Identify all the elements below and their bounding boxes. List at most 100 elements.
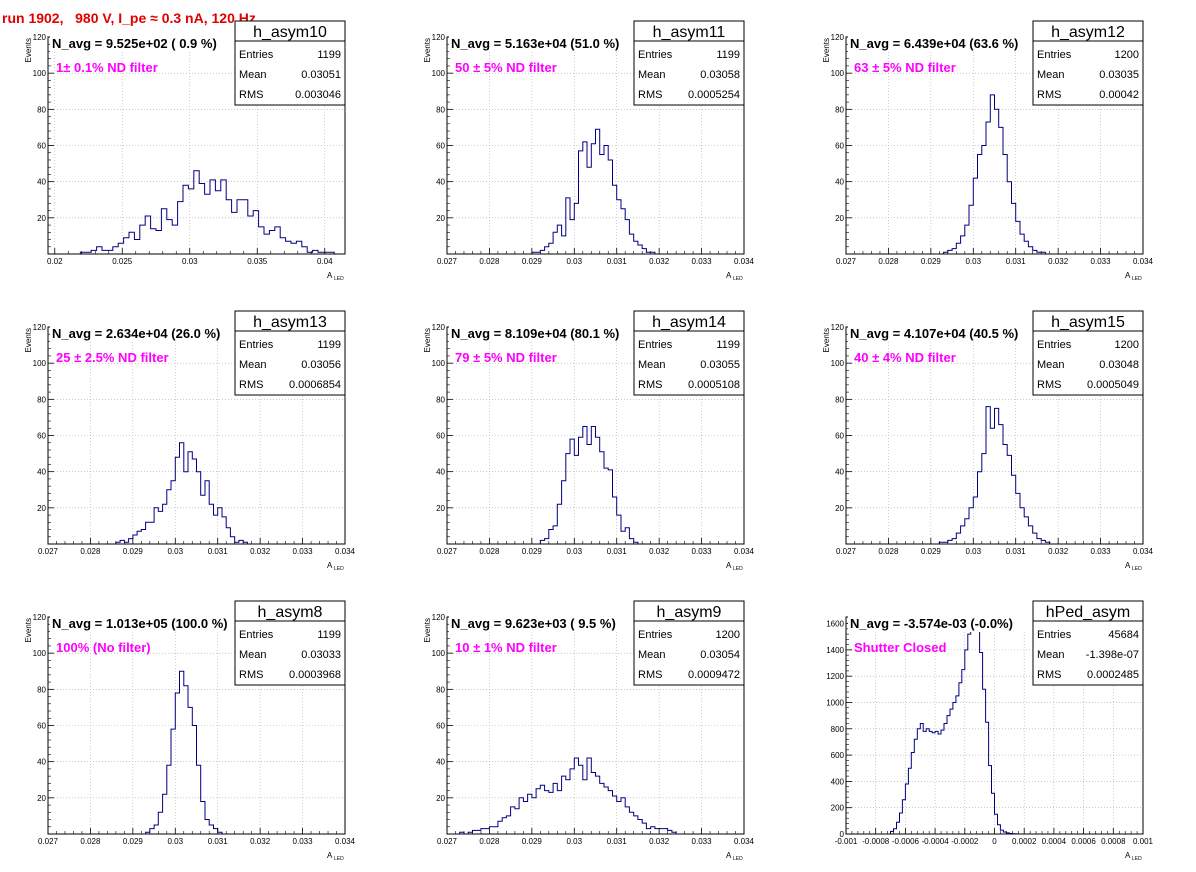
histogram-name: h_asym11 — [653, 24, 726, 41]
y-tick-label: 60 — [37, 432, 46, 441]
y-tick-label: 80 — [436, 685, 445, 694]
x-tick-label: 0.04 — [317, 257, 333, 266]
chart-h_asym15: 0.027 0.028 0.029 0.03 0.031 0.032 0.033 0.034 2… — [822, 310, 1154, 572]
histogram-name: h_asym9 — [657, 604, 722, 621]
y-tick-label: 60 — [436, 142, 445, 151]
y-tick-label: 120 — [33, 323, 47, 332]
stats-key: Entries — [239, 629, 274, 641]
x-tick-label: 0.029 — [522, 257, 543, 266]
x-tick-label: 0.028 — [479, 257, 500, 266]
x-tick-label: 0.034 — [335, 837, 356, 846]
stats-value: 1200 — [716, 629, 740, 641]
stats-key: Entries — [239, 49, 274, 61]
histogram-line — [145, 670, 227, 835]
stats-box — [633, 20, 745, 106]
x-tick-label: 0.033 — [692, 837, 713, 846]
x-tick-label: 0.031 — [607, 547, 628, 556]
y-tick-label: 100 — [33, 69, 47, 78]
x-tick-label: -0.0008 — [862, 837, 890, 846]
stats-value: 0.03051 — [301, 69, 341, 81]
navg-label: N_avg = 2.634e+04 (26.0 %) — [52, 326, 220, 341]
filter-annotation: Shutter Closed — [854, 640, 947, 655]
chart-h_asym8: 0.027 0.028 0.029 0.03 0.031 0.032 0.033 0.034 2… — [24, 600, 356, 862]
x-tick-label: 0.034 — [335, 547, 356, 556]
y-tick-label: 60 — [835, 142, 844, 151]
y-tick-label: 40 — [436, 468, 445, 477]
x-tick-label: -0.0004 — [922, 837, 950, 846]
chart-h_asym11: 0.027 0.028 0.029 0.03 0.031 0.032 0.033 0.034 2… — [423, 20, 755, 282]
navg-background — [449, 325, 667, 342]
stats-key: RMS — [638, 669, 662, 681]
x-tick-label: 0.03 — [566, 547, 582, 556]
filter-annotation: 10 ± 1% ND filter — [455, 640, 557, 655]
histogram-name: h_asym10 — [253, 24, 327, 41]
x-axis-label: A — [1125, 271, 1131, 280]
navg-background — [848, 615, 1066, 632]
x-axis-label: A — [726, 271, 732, 280]
histogram-line — [539, 426, 643, 545]
chart-hPed_asym: -0.001 -0.0008 -0.0006 -0.0004 -0.0002 0 0.000… — [826, 600, 1154, 862]
x-tick-label: 0.034 — [734, 257, 755, 266]
navg-background — [449, 35, 667, 52]
x-tick-label: 0.027 — [836, 547, 857, 556]
x-tick-label: 0.02 — [47, 257, 63, 266]
stats-key: RMS — [638, 89, 662, 101]
stats-value: 1199 — [716, 49, 740, 61]
x-tick-label: 0.03 — [167, 547, 183, 556]
navg-label: N_avg = 9.525e+02 ( 0.9 %) — [52, 36, 217, 51]
y-tick-label: 40 — [37, 178, 46, 187]
stats-key: RMS — [1037, 379, 1061, 391]
x-tick-label: -0.0006 — [892, 837, 920, 846]
x-tick-label: 0.0008 — [1101, 837, 1126, 846]
y-axis-label: Events — [24, 328, 33, 352]
navg-label: N_avg = 9.623e+03 ( 9.5 %) — [451, 616, 616, 631]
x-tick-label: 0.03 — [167, 837, 183, 846]
navg-label: N_avg = 1.013e+05 (100.0 %) — [52, 616, 228, 631]
x-tick-label: 0.03 — [182, 257, 198, 266]
stats-value: 0.0005049 — [1087, 379, 1139, 391]
x-tick-label: 0.001 — [1133, 837, 1154, 846]
y-axis-label: Events — [423, 38, 432, 62]
navg-label: N_avg = 4.107e+04 (40.5 %) — [850, 326, 1018, 341]
x-tick-label: 0.032 — [649, 837, 670, 846]
stats-value: 0.03055 — [700, 359, 740, 371]
histogram-name: h_asym13 — [253, 314, 327, 331]
filter-annotation: 79 ± 5% ND filter — [455, 350, 557, 365]
histogram-name: hPed_asym — [1046, 604, 1131, 621]
stats-value: 0.003046 — [295, 89, 341, 101]
x-axis-label: A — [327, 561, 333, 570]
x-tick-label: 0.028 — [80, 547, 101, 556]
stats-value: 0.03058 — [700, 69, 740, 81]
histogram-line — [531, 128, 660, 255]
y-tick-label: 800 — [831, 725, 845, 734]
x-axis-label: A — [327, 851, 333, 860]
y-tick-label: 20 — [835, 504, 844, 513]
stats-value: 0.0003968 — [289, 669, 341, 681]
y-tick-label: 20 — [436, 214, 445, 223]
y-tick-label: 120 — [432, 33, 446, 42]
chart-h_asym12: 0.027 0.028 0.029 0.03 0.031 0.032 0.033 0.034 2… — [822, 20, 1154, 282]
x-tick-label: 0 — [992, 837, 997, 846]
stats-value: 0.0005254 — [688, 89, 740, 101]
stats-key: Mean — [638, 69, 666, 81]
y-tick-label: 100 — [831, 69, 845, 78]
navg-background — [50, 325, 268, 342]
x-tick-label: 0.025 — [112, 257, 133, 266]
chart-h_asym9: 0.027 0.028 0.029 0.03 0.031 0.032 0.033 0.034 2… — [423, 600, 755, 862]
x-axis-label: A — [327, 271, 333, 280]
y-tick-label: 80 — [835, 105, 844, 114]
y-tick-label: 120 — [33, 33, 47, 42]
stats-value: -1.398e-07 — [1086, 649, 1139, 661]
x-tick-label: 0.033 — [692, 257, 713, 266]
y-tick-label: 20 — [37, 214, 46, 223]
x-tick-label: 0.029 — [123, 837, 144, 846]
histogram-name: h_asym15 — [1051, 314, 1125, 331]
histogram-name: h_asym8 — [258, 604, 323, 621]
stats-value: 0.03054 — [700, 649, 740, 661]
navg-label: N_avg = 8.109e+04 (80.1 %) — [451, 326, 619, 341]
stats-key: RMS — [1037, 669, 1061, 681]
x-tick-label: 0.034 — [1133, 257, 1154, 266]
y-tick-label: 1400 — [826, 646, 844, 655]
histogram-name: h_asym12 — [1051, 24, 1125, 41]
y-tick-label: 600 — [831, 751, 845, 760]
